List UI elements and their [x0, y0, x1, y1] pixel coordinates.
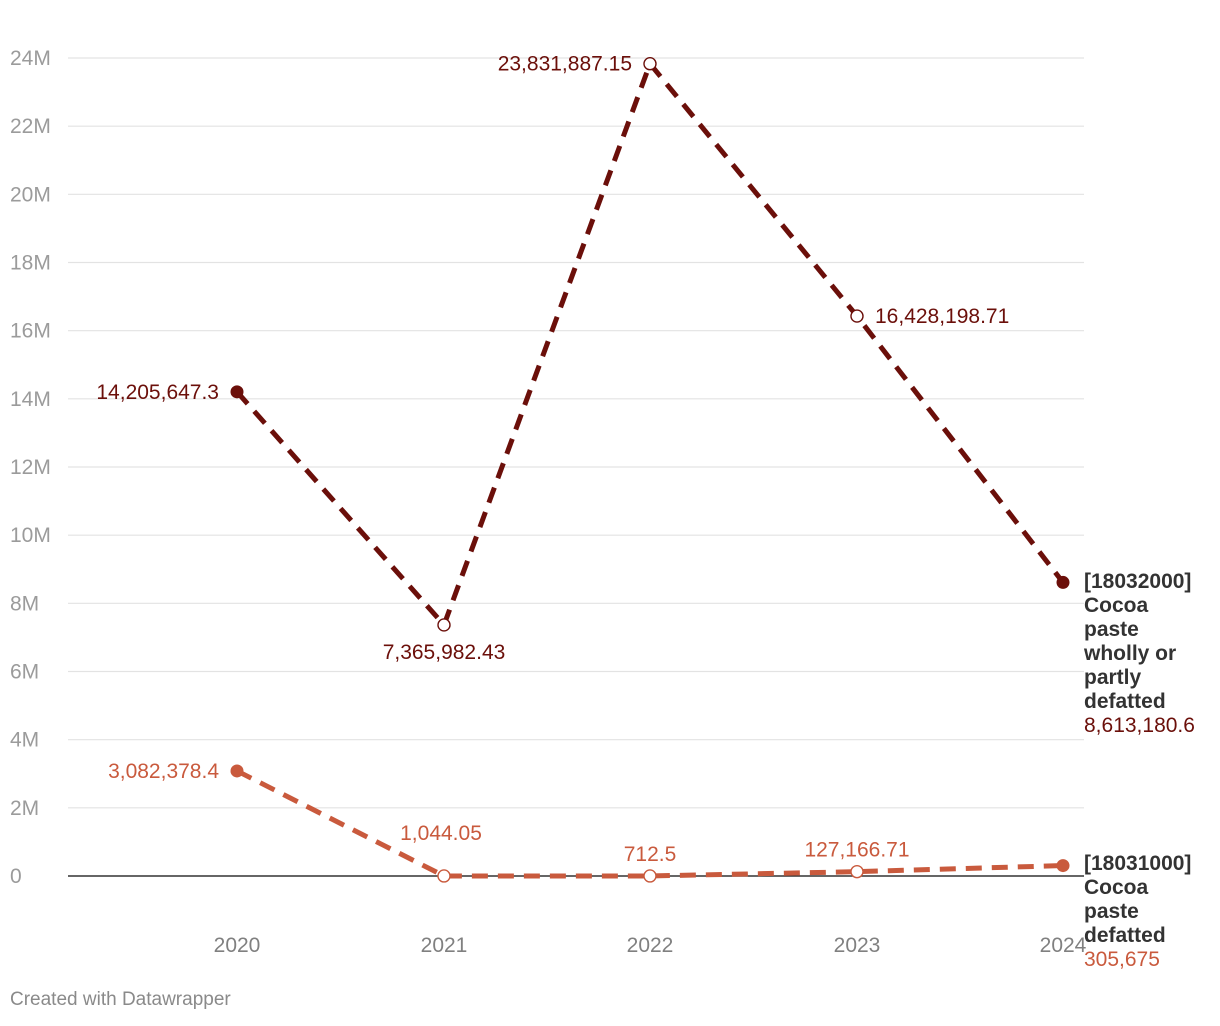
y-tick-label: 4M: [10, 729, 39, 752]
x-tick-label: 2020: [214, 934, 261, 957]
series-end-value-label: 305,675: [1084, 948, 1160, 971]
credit-text: Created with Datawrapper: [10, 989, 231, 1010]
series-name-label: paste: [1084, 618, 1139, 641]
x-tick-label: 2021: [421, 934, 468, 957]
data-label: 1,044.05: [400, 822, 482, 845]
series-name-label: paste: [1084, 900, 1139, 923]
data-label: 127,166.71: [804, 839, 909, 862]
x-tick-label: 2024: [1040, 934, 1087, 957]
y-tick-label: 10M: [10, 524, 51, 547]
series-name-label: Cocoa: [1084, 876, 1149, 899]
y-tick-label: 2M: [10, 797, 39, 820]
x-tick-label: 2023: [834, 934, 881, 957]
series-end-value-label: 8,613,180.6: [1084, 714, 1195, 737]
x-tick-label: 2022: [627, 934, 674, 957]
y-tick-label: 22M: [10, 115, 51, 138]
y-tick-label: 18M: [10, 252, 51, 275]
line-chart: 0 2M 4M 6M 8M 10M 12M 14M 16M 18M 20M 22M 24M 2020 202…: [10, 47, 1195, 971]
y-tick-label: 12M: [10, 456, 51, 479]
series-name-label: defatted: [1084, 690, 1166, 713]
y-tick-label: 6M: [10, 661, 39, 684]
data-label: 3,082,378.4: [108, 760, 219, 783]
series-name-label: defatted: [1084, 924, 1166, 947]
data-label: 23,831,887.15: [498, 53, 632, 76]
data-point: [1056, 859, 1070, 873]
series-name-label: partly: [1084, 666, 1142, 689]
series-name-label: wholly or: [1083, 642, 1176, 665]
series-line: [235, 61, 1065, 628]
y-tick-label: 16M: [10, 320, 51, 343]
series-name-label: [18032000]: [1084, 570, 1191, 593]
data-label: 16,428,198.71: [875, 305, 1009, 328]
data-point: [230, 385, 244, 399]
y-tick-label: 14M: [10, 388, 51, 411]
data-label: 712.5: [624, 843, 677, 866]
data-point: [850, 864, 864, 879]
y-tick-label: 8M: [10, 592, 39, 615]
y-tick-label: 24M: [10, 47, 51, 70]
data-point: [643, 869, 657, 883]
series-name-label: Cocoa: [1084, 594, 1149, 617]
data-label: 14,205,647.3: [96, 381, 219, 404]
y-tick-label: 20M: [10, 183, 51, 206]
data-point: [437, 869, 451, 883]
data-point: [437, 618, 451, 632]
data-point: [1056, 575, 1070, 589]
data-label: 7,365,982.43: [383, 641, 506, 664]
data-point: [230, 764, 244, 778]
series-name-label: [18031000]: [1084, 852, 1191, 875]
data-point: [643, 57, 657, 71]
y-tick-label: 0: [10, 865, 22, 888]
data-point: [850, 309, 864, 323]
series-line: [235, 768, 1064, 879]
